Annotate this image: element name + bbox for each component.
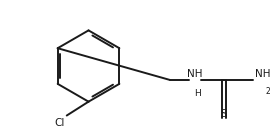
Text: H: H [194, 89, 201, 98]
Text: 2: 2 [266, 87, 270, 96]
Text: S: S [221, 109, 227, 120]
Text: NH: NH [187, 69, 202, 79]
Text: Cl: Cl [54, 117, 65, 128]
Text: NH: NH [255, 69, 270, 79]
